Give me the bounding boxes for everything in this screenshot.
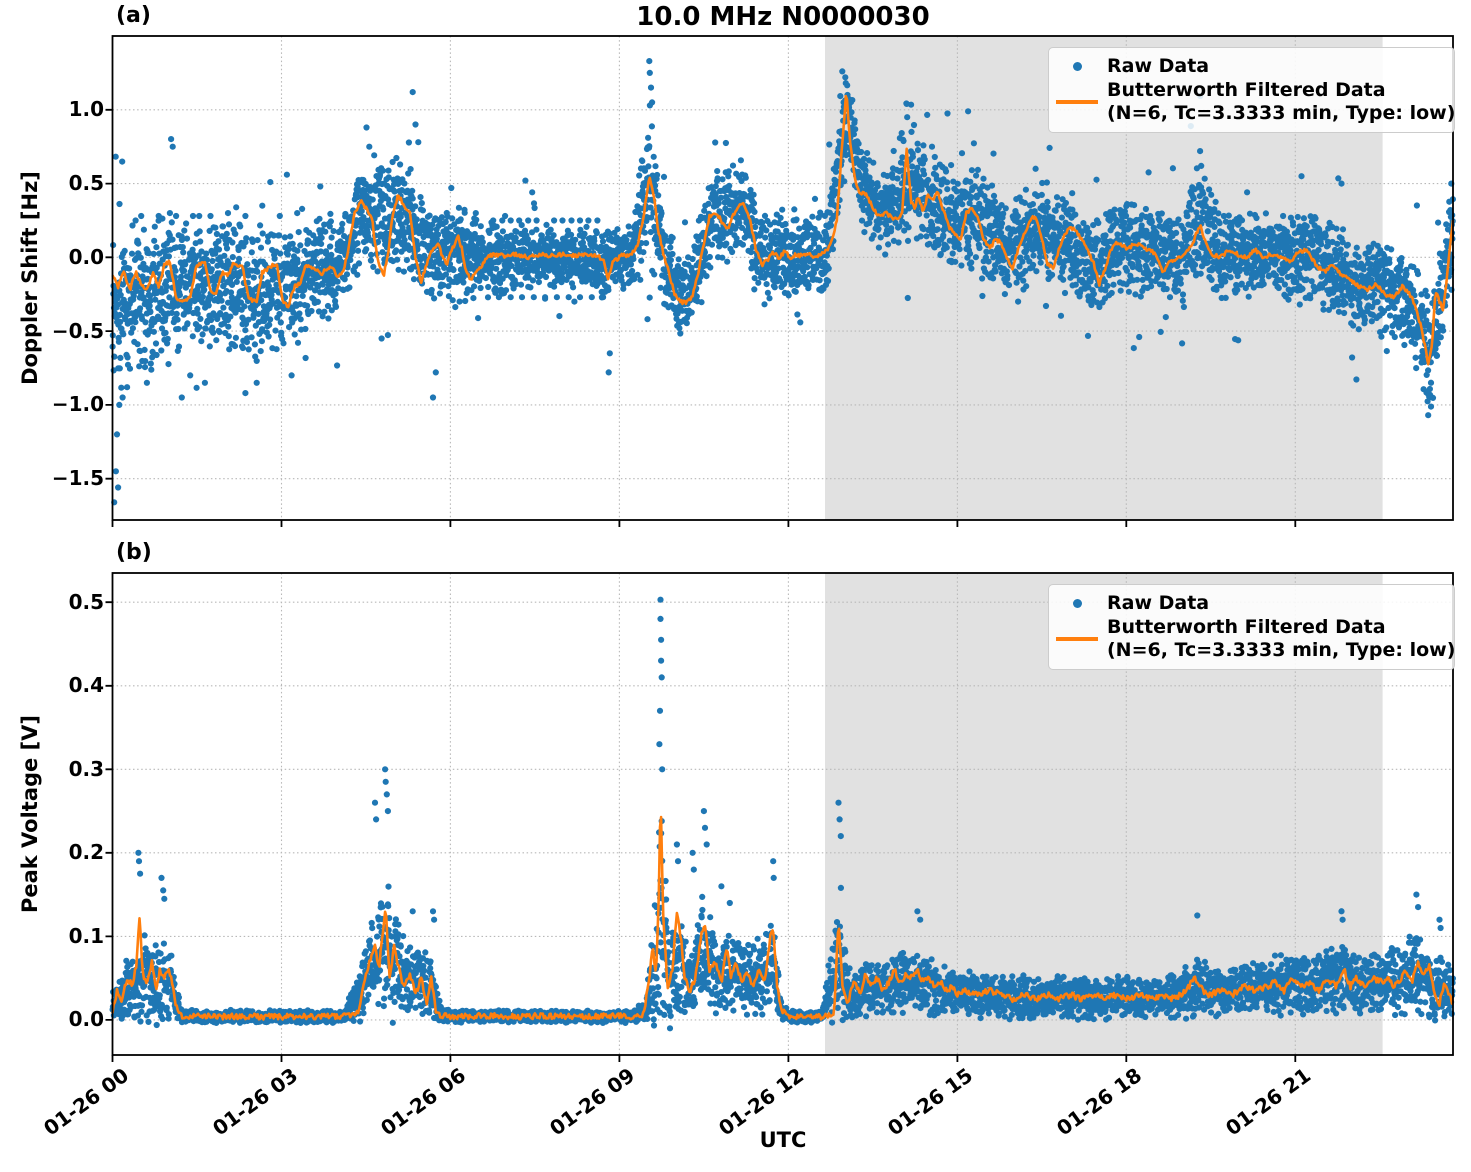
x-axis-label: UTC bbox=[759, 1128, 807, 1152]
legend-raw-label: Raw Data bbox=[1107, 592, 1210, 614]
plot-border bbox=[111, 572, 1454, 1056]
legend-filtered-params: (N=6, Tc=3.3333 min, Type: low) bbox=[1107, 639, 1456, 661]
y-tick-label: 0.5 bbox=[68, 171, 104, 196]
y-tick-label: 0.5 bbox=[68, 589, 104, 614]
tick-marks bbox=[105, 601, 1297, 1062]
plot-border bbox=[111, 35, 1454, 521]
legend-entry-raw: Raw Data bbox=[1053, 55, 1448, 78]
y-tick-label: 1.0 bbox=[68, 97, 104, 122]
y-tick-label: 0.2 bbox=[68, 840, 104, 865]
y-axis-label-a: Doppler Shift [Hz] bbox=[18, 171, 42, 385]
raw-data-points bbox=[109, 57, 1456, 506]
legend-raw-label: Raw Data bbox=[1107, 55, 1210, 77]
butterworth-filtered-line bbox=[111, 94, 1455, 366]
legend-entry-filtered: Butterworth Filtered Data (N=6, Tc=3.333… bbox=[1053, 79, 1455, 125]
legend-entry-raw: Raw Data bbox=[1053, 592, 1448, 615]
panel-a-label: (a) bbox=[116, 3, 151, 28]
y-tick-label: 0.0 bbox=[68, 1007, 104, 1032]
tick-marks bbox=[105, 108, 1297, 527]
y-tick-label: 0.0 bbox=[68, 244, 104, 269]
legend-a: Raw Data Butterworth Filtered Data (N=6,… bbox=[1048, 47, 1455, 133]
legend-filtered-params: (N=6, Tc=3.3333 min, Type: low) bbox=[1107, 102, 1456, 124]
y-tick-label: −0.5 bbox=[51, 318, 104, 343]
legend-filtered-label: Butterworth Filtered Data bbox=[1107, 79, 1386, 101]
butterworth-filtered-line bbox=[111, 815, 1454, 1021]
legend-filtered-label: Butterworth Filtered Data bbox=[1107, 616, 1386, 638]
raw-data-marker-icon bbox=[1053, 599, 1101, 608]
y-axis-label-b: Peak Voltage [V] bbox=[18, 714, 42, 914]
legend-entry-filtered: Butterworth Filtered Data (N=6, Tc=3.333… bbox=[1053, 616, 1455, 662]
y-tick-label: −1.5 bbox=[51, 466, 104, 491]
y-tick-label: −1.0 bbox=[51, 392, 104, 417]
panel-b-label: (b) bbox=[116, 540, 152, 565]
filtered-line-icon bbox=[1053, 100, 1101, 104]
y-tick-label: 0.1 bbox=[68, 923, 104, 948]
y-tick-label: 0.3 bbox=[68, 756, 104, 781]
figure-title: 10.0 MHz N0000030 bbox=[636, 2, 930, 32]
filtered-line-icon bbox=[1053, 637, 1101, 641]
legend-b: Raw Data Butterworth Filtered Data (N=6,… bbox=[1048, 584, 1455, 670]
y-tick-label: 0.4 bbox=[68, 673, 104, 698]
raw-data-marker-icon bbox=[1053, 62, 1101, 71]
